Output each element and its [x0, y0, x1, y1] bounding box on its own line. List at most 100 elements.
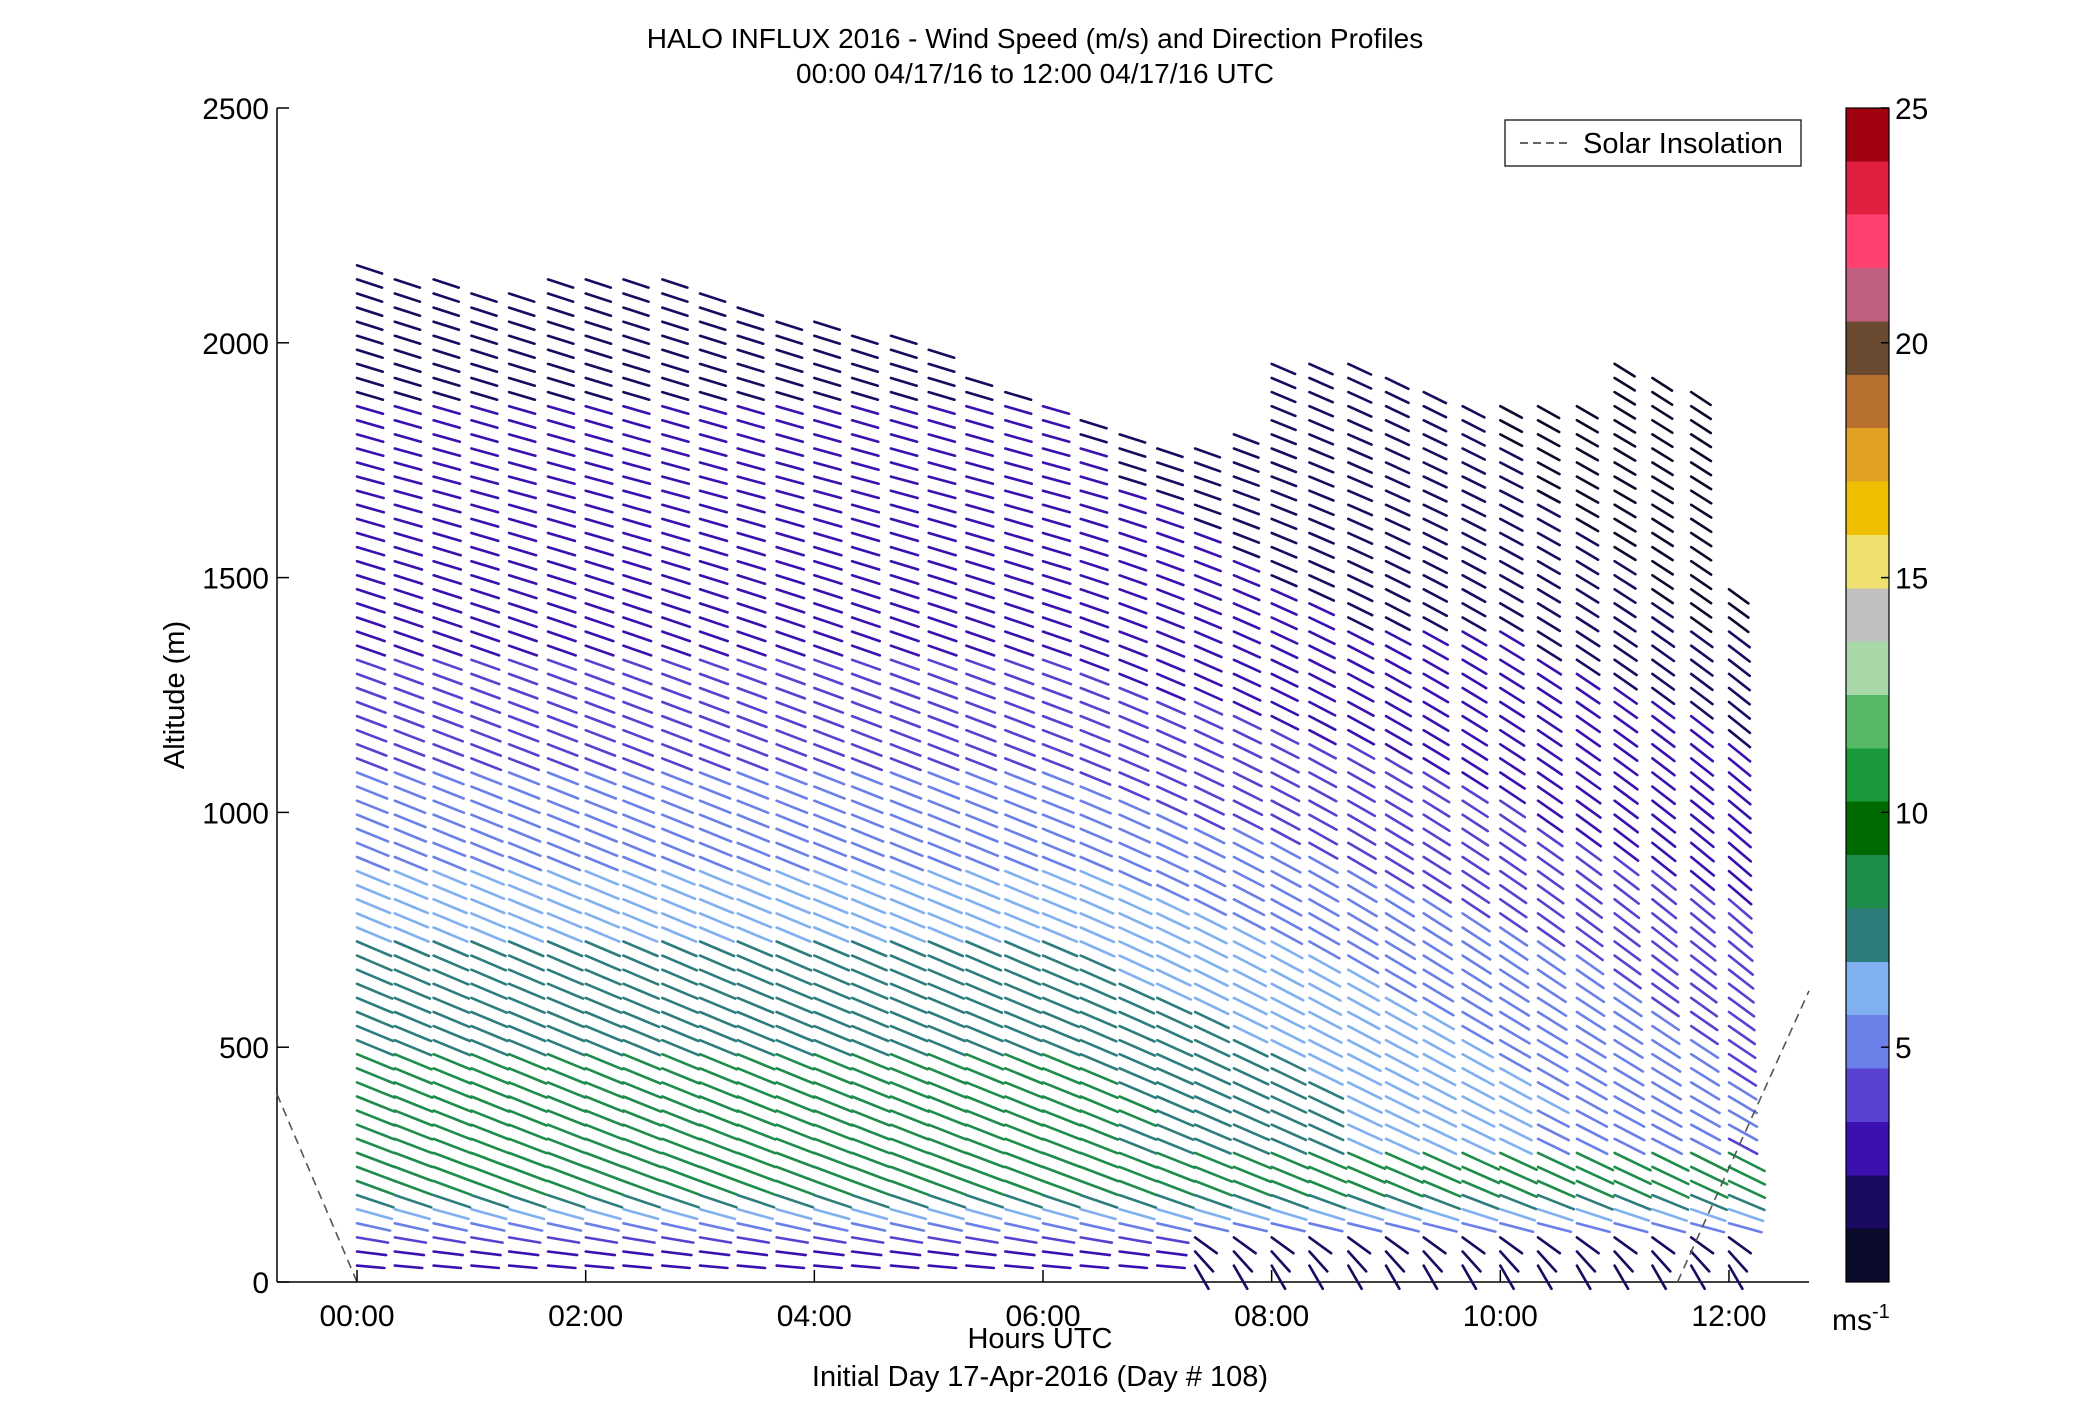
wind-arrow [1003, 461, 1033, 472]
wind-arrow [546, 616, 577, 629]
wind-arrow [546, 475, 576, 486]
wind-arrow [812, 433, 842, 444]
wind-arrow [1232, 912, 1266, 931]
wind-arrow [927, 883, 963, 901]
wind-arrow [432, 897, 468, 915]
wind-arrow [736, 940, 774, 958]
wind-arrow [965, 447, 995, 458]
wind-arrow [850, 968, 889, 986]
wind-arrow [965, 926, 1002, 943]
wind-arrow [850, 531, 881, 543]
wind-arrow [393, 1151, 434, 1169]
wind-arrow [546, 1193, 586, 1209]
wind-arrow [1232, 475, 1260, 488]
wind-arrow [432, 982, 471, 1000]
wind-arrow [1347, 390, 1373, 404]
wind-arrow [1613, 897, 1641, 920]
wind-arrow [1079, 1067, 1119, 1085]
wind-arrow [1193, 587, 1223, 601]
wind-arrow [736, 1222, 773, 1232]
wind-arrow [1041, 644, 1072, 657]
wind-arrow [1079, 968, 1117, 987]
wind-arrow [355, 813, 390, 829]
wind-arrow [1651, 1193, 1690, 1211]
wind-arrow [546, 912, 583, 929]
wind-arrow [775, 559, 806, 571]
wind-arrow [1232, 771, 1263, 788]
wind-arrow [470, 672, 501, 686]
wind-arrow [775, 686, 807, 700]
wind-arrow [1232, 447, 1260, 459]
wind-arrow [812, 559, 843, 571]
wind-arrow [812, 742, 846, 757]
wind-arrow [355, 686, 387, 700]
wind-arrow [355, 489, 385, 500]
wind-arrow [507, 559, 538, 571]
wind-arrow [432, 883, 468, 901]
wind-arrow [432, 1095, 473, 1113]
wind-arrow [660, 404, 690, 416]
wind-arrow [355, 1207, 394, 1221]
wind-arrow [1308, 1052, 1344, 1072]
wind-arrow [1003, 771, 1037, 786]
wind-arrow [1041, 587, 1072, 600]
wind-arrow [1727, 954, 1755, 977]
wind-arrow [1727, 742, 1752, 763]
wind-arrow [1308, 897, 1340, 918]
wind-arrow [355, 968, 394, 986]
wind-arrow [355, 348, 384, 360]
wind-arrow [622, 1207, 660, 1221]
wind-arrow [1461, 1024, 1494, 1045]
wind-arrow [1422, 658, 1450, 675]
wind-arrow [660, 996, 700, 1015]
wind-arrow [1651, 616, 1674, 633]
wind-arrow [1347, 1207, 1385, 1222]
wind-arrow [927, 912, 964, 929]
wind-arrow [470, 1165, 511, 1183]
wind-arrow [660, 1165, 701, 1183]
wind-arrow [1308, 813, 1338, 832]
wind-arrow [698, 1137, 739, 1155]
wind-arrow [775, 1236, 810, 1244]
wind-arrow [1536, 827, 1564, 848]
wind-arrow [432, 869, 468, 886]
wind-arrow [698, 1109, 740, 1127]
wind-arrow [775, 700, 807, 715]
wind-arrow [698, 771, 732, 786]
wind-arrow [1003, 785, 1037, 800]
wind-arrow [812, 644, 844, 657]
wind-arrow [584, 320, 613, 332]
wind-arrow [1270, 1250, 1291, 1273]
wind-arrow [1689, 827, 1715, 849]
wind-arrow [698, 1123, 739, 1141]
wind-arrow [812, 700, 845, 715]
wind-arrow [622, 306, 650, 318]
wind-arrow [1308, 545, 1335, 560]
wind-arrow [1384, 855, 1415, 875]
wind-arrow [775, 1151, 816, 1169]
wind-arrow [927, 996, 966, 1015]
wind-arrow [1727, 1024, 1757, 1046]
wind-arrow [1118, 996, 1156, 1015]
wind-arrow [1461, 1250, 1482, 1273]
wind-arrow [965, 1137, 1006, 1155]
wind-arrow [1270, 1165, 1310, 1184]
wind-arrow [1499, 531, 1524, 547]
wind-arrow [850, 433, 880, 444]
wind-arrow [1575, 447, 1600, 462]
wind-arrow [1613, 545, 1637, 562]
wind-arrow [660, 785, 694, 800]
wind-arrow [698, 1222, 735, 1232]
wind-arrow [393, 278, 422, 289]
wind-arrow [1461, 827, 1490, 847]
wind-arrow [812, 982, 851, 1000]
wind-arrow [1270, 1067, 1307, 1086]
wind-arrow [1041, 742, 1074, 757]
wind-arrow [1689, 1081, 1721, 1101]
wind-arrow [1651, 672, 1676, 691]
wind-arrow [1156, 742, 1187, 759]
wind-arrow [889, 1010, 929, 1029]
wind-arrow [1651, 376, 1674, 392]
wind-arrow [1079, 1165, 1120, 1183]
